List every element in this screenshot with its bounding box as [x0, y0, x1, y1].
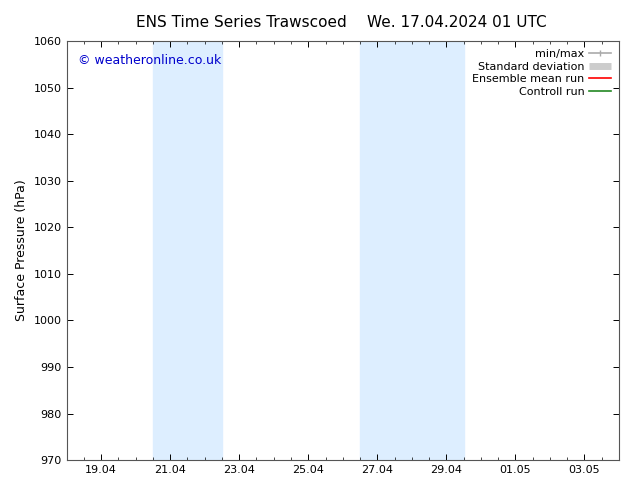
Bar — [153, 41, 222, 460]
Text: We. 17.04.2024 01 UTC: We. 17.04.2024 01 UTC — [366, 15, 547, 30]
Text: ENS Time Series Trawscoed: ENS Time Series Trawscoed — [136, 15, 346, 30]
Y-axis label: Surface Pressure (hPa): Surface Pressure (hPa) — [15, 180, 28, 321]
Text: © weatheronline.co.uk: © weatheronline.co.uk — [77, 53, 221, 67]
Bar — [360, 41, 463, 460]
Legend: min/max, Standard deviation, Ensemble mean run, Controll run: min/max, Standard deviation, Ensemble me… — [470, 47, 614, 99]
